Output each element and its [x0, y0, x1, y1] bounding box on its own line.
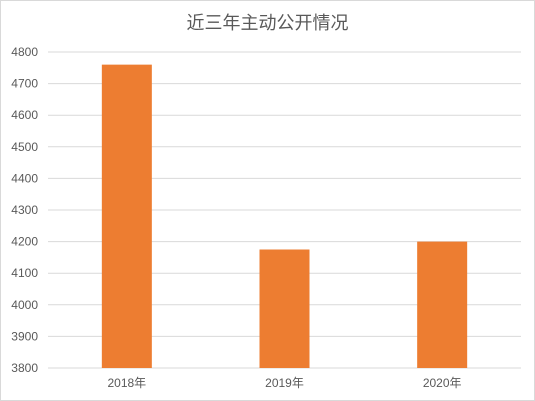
y-tick-label: 4700 — [11, 77, 38, 91]
bars — [101, 64, 468, 368]
y-tick-label: 4300 — [11, 203, 38, 217]
y-tick-label: 3800 — [11, 361, 38, 375]
y-tick-label: 4400 — [11, 171, 38, 185]
y-tick-label: 4000 — [11, 298, 38, 312]
y-tick-label: 4600 — [11, 108, 38, 122]
bar — [259, 249, 310, 368]
y-tick-label: 3900 — [11, 329, 38, 343]
x-tick-label: 2019年 — [265, 376, 304, 390]
y-tick-label: 4800 — [11, 45, 38, 59]
y-axis: 3800 3900 4000 4100 4200 4300 4400 4500 4600 4700… — [11, 45, 38, 375]
chart-title: 近三年主动公开情况 — [186, 13, 349, 34]
y-tick-label: 4100 — [11, 266, 38, 280]
x-tick-label: 2020年 — [423, 376, 462, 390]
x-tick-label: 2018年 — [107, 376, 146, 390]
bar — [101, 64, 152, 368]
bar — [417, 241, 468, 368]
y-tick-label: 4200 — [11, 235, 38, 249]
x-axis: 2018年 2019年 2020年 — [107, 376, 461, 390]
y-tick-label: 4500 — [11, 140, 38, 154]
